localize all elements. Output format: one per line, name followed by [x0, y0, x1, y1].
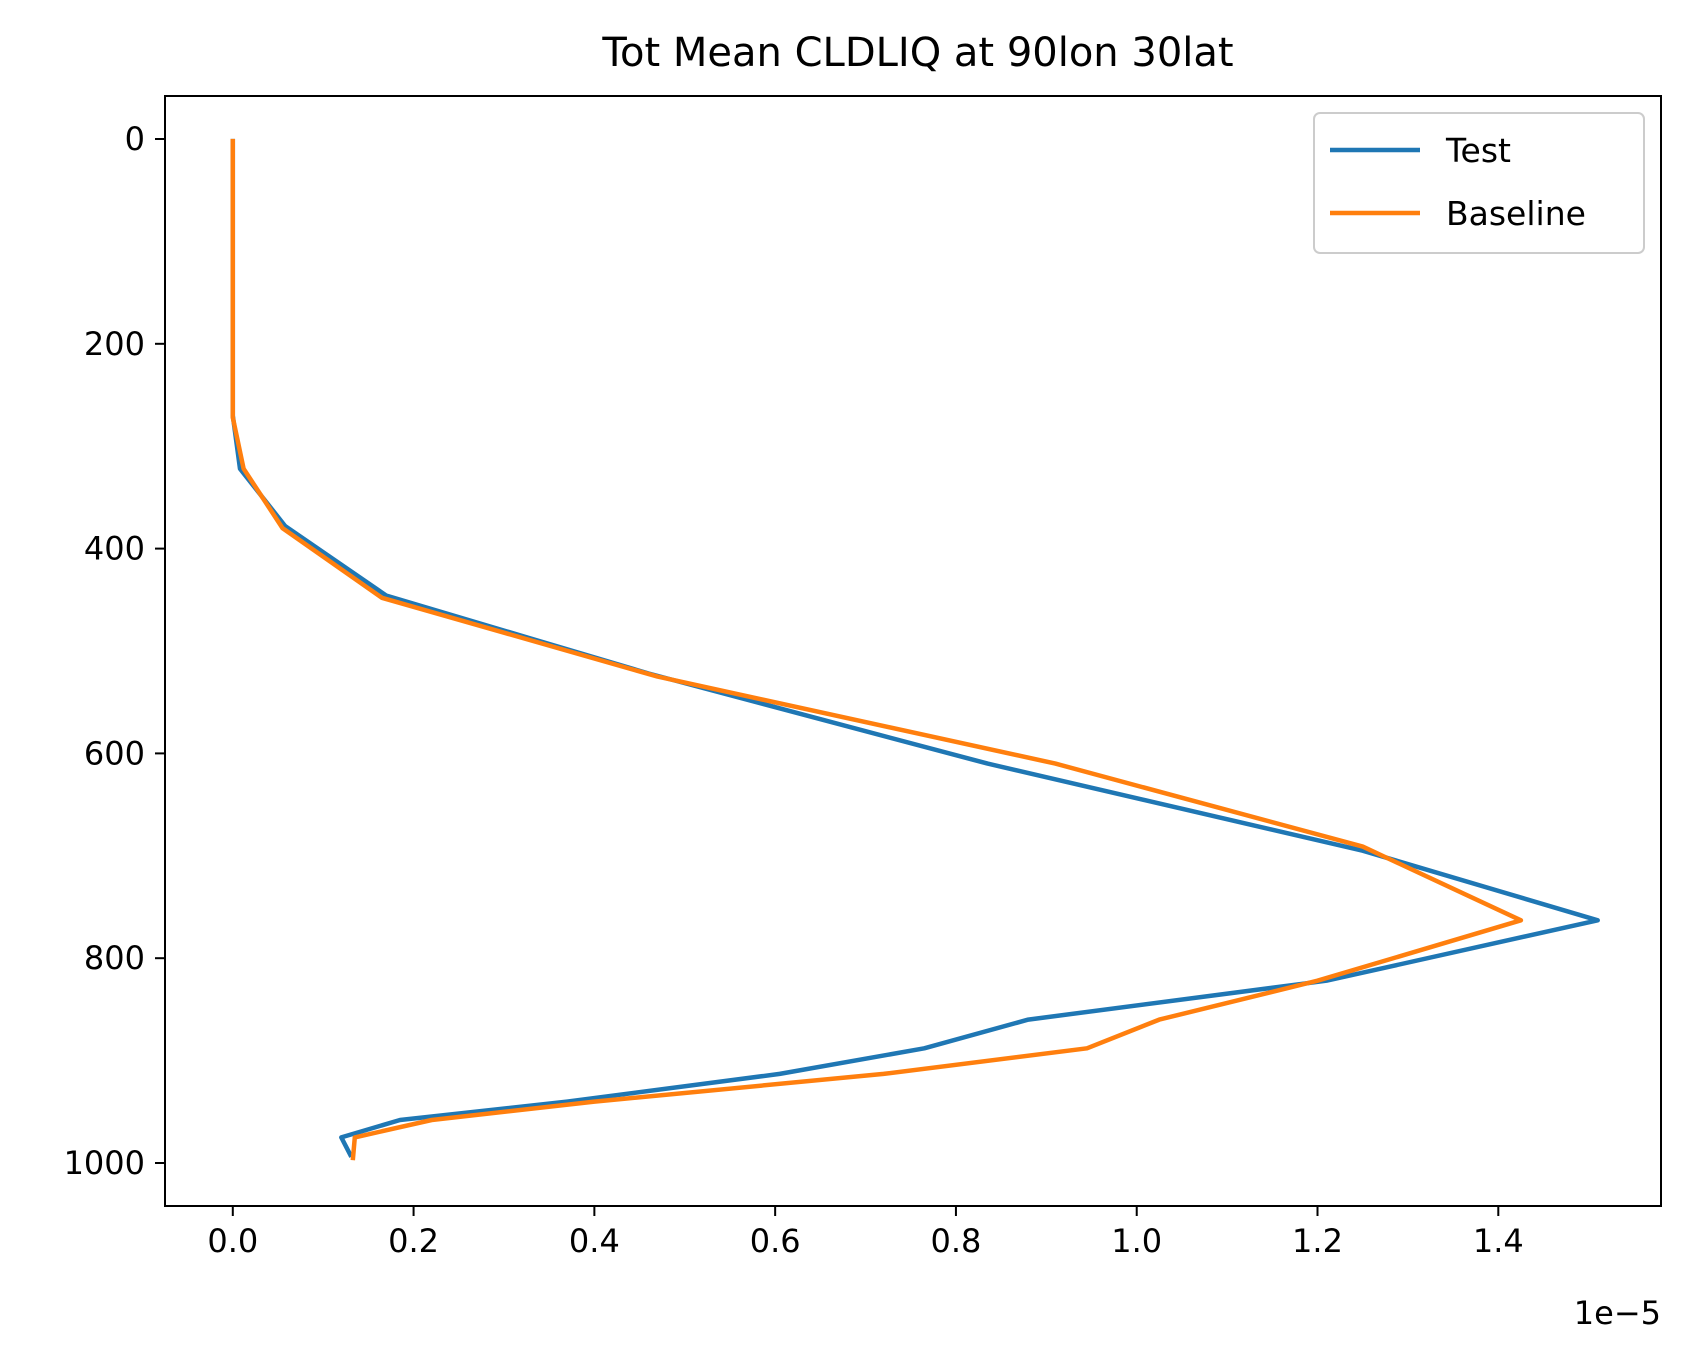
chart-title: Tot Mean CLDLIQ at 90lon 30lat: [601, 30, 1233, 76]
x-axis: 0.0 0.2 0.4 0.6 0.8 1.0 1.2 1.4: [207, 1206, 1524, 1260]
y-axis: 0 200 400 600 800 1000: [64, 120, 165, 1182]
x-tick-label: 0.2: [388, 1222, 439, 1260]
legend-label-baseline: Baseline: [1446, 194, 1586, 233]
x-tick-label: 1.0: [1111, 1222, 1162, 1260]
y-tick-label: 0: [125, 120, 145, 158]
x-tick-label: 0.0: [207, 1222, 258, 1260]
legend: Test Baseline: [1313, 112, 1645, 254]
x-tick-label: 0.6: [750, 1222, 801, 1260]
legend-label-test: Test: [1445, 131, 1511, 170]
y-tick-label: 400: [84, 530, 145, 568]
x-offset-label: 1e−5: [1574, 1294, 1661, 1332]
x-tick-label: 0.8: [930, 1222, 981, 1260]
x-tick-label: 1.2: [1292, 1222, 1343, 1260]
series-line-baseline: [230, 138, 1524, 1161]
y-tick-label: 200: [84, 325, 145, 363]
plot-lines: [230, 138, 1600, 1161]
y-tick-label: 800: [84, 939, 145, 977]
y-tick-label: 600: [84, 734, 145, 772]
x-tick-label: 1.4: [1473, 1222, 1524, 1260]
x-tick-label: 0.4: [569, 1222, 620, 1260]
plot-area-frame: [164, 95, 1662, 1207]
y-tick-label: 1000: [64, 1144, 145, 1182]
